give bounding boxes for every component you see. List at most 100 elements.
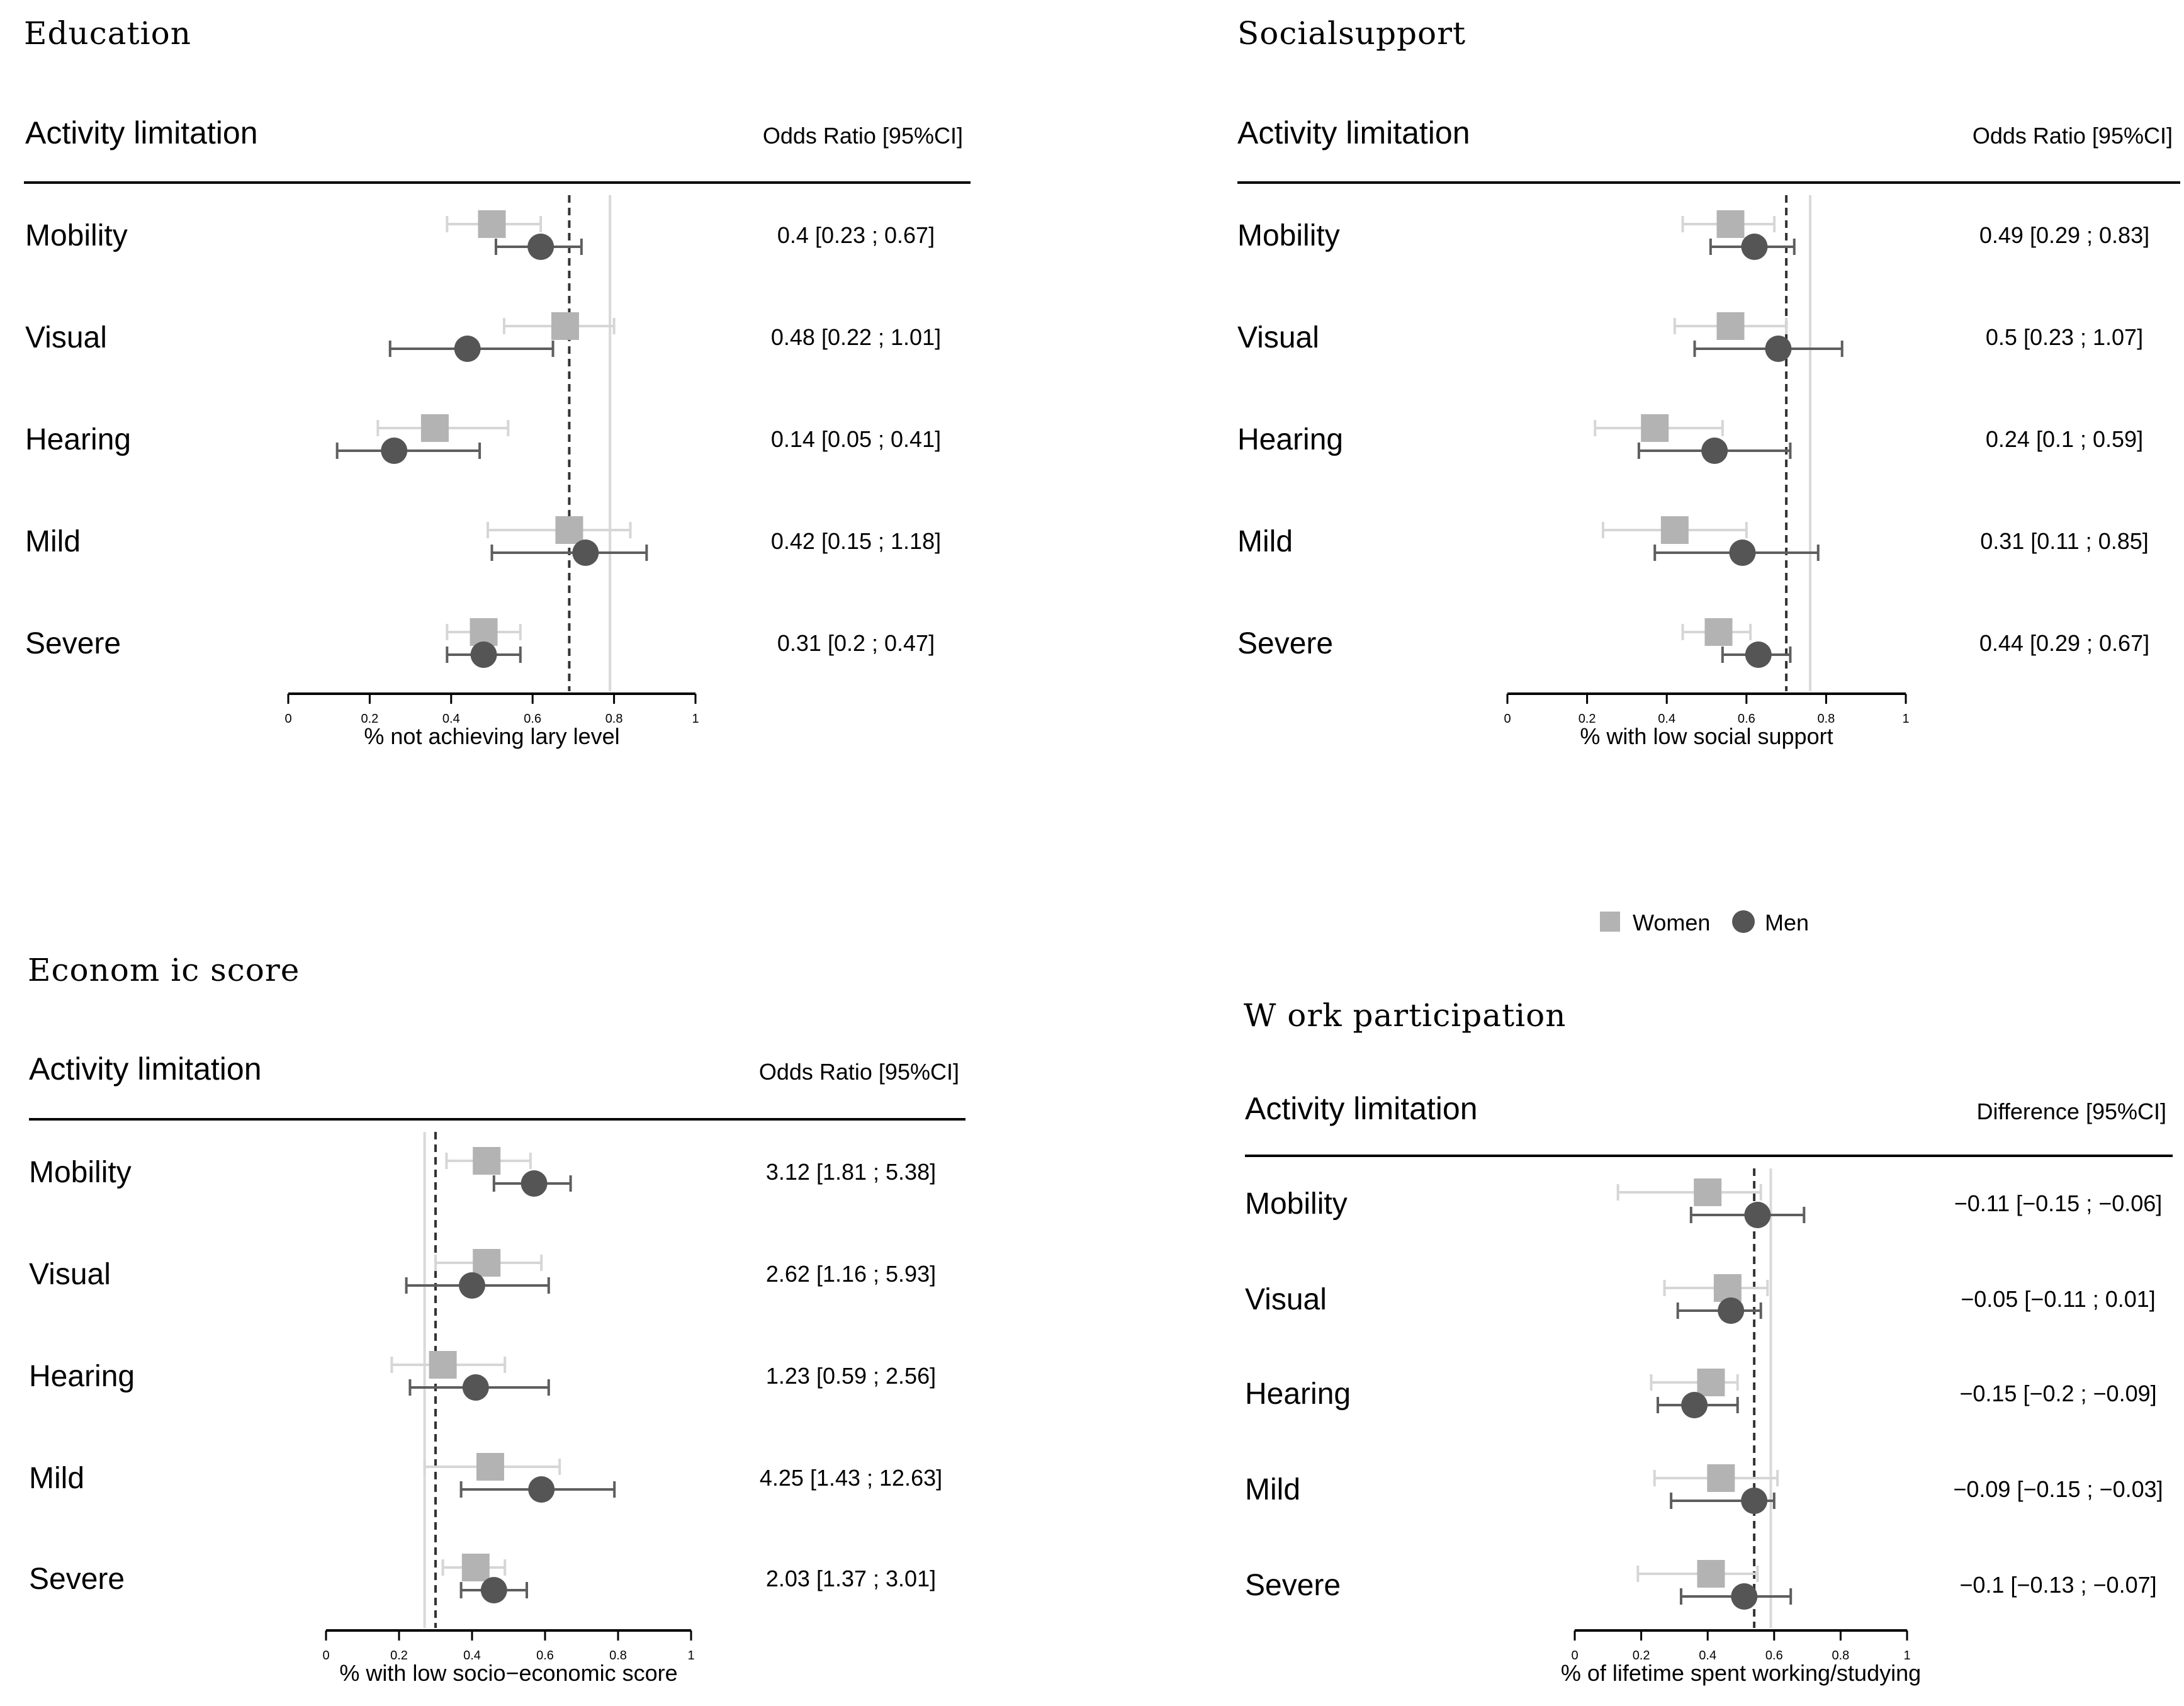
row-header: Activity limitation bbox=[1237, 115, 1470, 150]
row-stat: −0.05 [−0.11 ; 0.01] bbox=[1961, 1286, 2156, 1312]
x-tick-label: 1 bbox=[692, 712, 699, 726]
men-point bbox=[1765, 336, 1792, 362]
men-point bbox=[527, 234, 554, 260]
row-label: Severe bbox=[29, 1562, 125, 1596]
row-visual: Visual 2.62 [1.16 ; 5.93] bbox=[29, 1249, 936, 1299]
men-point bbox=[1741, 1488, 1768, 1514]
row-label: Hearing bbox=[25, 423, 131, 456]
row-stat: −0.15 [−0.2 ; −0.09] bbox=[1959, 1381, 2156, 1406]
row-visual: Visual 0.5 [0.23 ; 1.07] bbox=[1237, 312, 2143, 362]
stat-header: Odds Ratio [95%CI] bbox=[1973, 123, 2173, 149]
row-hearing: Hearing 0.14 [0.05 ; 0.41] bbox=[25, 414, 941, 464]
men-point bbox=[521, 1170, 548, 1197]
men-point bbox=[381, 438, 408, 464]
panel-1: Education Activity limitation Odds Ratio [… bbox=[24, 15, 971, 749]
x-tick-label: 0 bbox=[284, 712, 291, 726]
x-tick-label: 0.8 bbox=[1832, 1649, 1849, 1663]
legend-women-swatch bbox=[1600, 912, 1620, 932]
men-point bbox=[572, 539, 599, 566]
panel-title: W ork participation bbox=[1244, 997, 1566, 1034]
stat-header: Difference [95%CI] bbox=[1977, 1099, 2166, 1124]
row-mobility: Mobility 3.12 [1.81 ; 5.38] bbox=[29, 1147, 936, 1197]
women-point bbox=[1704, 618, 1733, 646]
panel-title: Education bbox=[24, 15, 191, 52]
row-label: Mobility bbox=[29, 1156, 132, 1189]
x-axis-label: % of lifetime spent working/studying bbox=[1561, 1660, 1921, 1686]
row-mild: Mild 0.42 [0.15 ; 1.18] bbox=[25, 516, 941, 566]
row-stat: 0.5 [0.23 ; 1.07] bbox=[1986, 324, 2143, 350]
row-stat: 2.03 [1.37 ; 3.01] bbox=[766, 1566, 936, 1591]
legend-men-label: Men bbox=[1765, 910, 1809, 935]
x-tick-label: 0 bbox=[1571, 1649, 1578, 1663]
women-point bbox=[1641, 414, 1669, 442]
row-stat: 2.62 [1.16 ; 5.93] bbox=[766, 1261, 936, 1287]
row-header: Activity limitation bbox=[1245, 1091, 1478, 1126]
row-label: Hearing bbox=[29, 1360, 135, 1393]
row-visual: Visual 0.48 [0.22 ; 1.01] bbox=[25, 312, 941, 362]
row-mild: Mild 0.31 [0.11 ; 0.85] bbox=[1237, 516, 2149, 566]
row-label: Visual bbox=[29, 1258, 111, 1291]
panel-3: Econom ic score Activity limitation Odds R… bbox=[28, 952, 965, 1686]
x-axis-label: % not achieving lary level bbox=[364, 723, 619, 749]
row-header: Activity limitation bbox=[25, 115, 258, 150]
row-stat: 3.12 [1.81 ; 5.38] bbox=[766, 1159, 936, 1185]
women-point bbox=[429, 1351, 457, 1379]
row-label: Hearing bbox=[1237, 423, 1343, 456]
x-tick-label: 0.4 bbox=[1699, 1649, 1716, 1663]
x-tick-label: 0.2 bbox=[1579, 712, 1596, 726]
x-tick-label: 0 bbox=[322, 1649, 329, 1663]
women-point bbox=[1660, 516, 1689, 544]
men-point bbox=[1741, 234, 1768, 260]
stat-header: Odds Ratio [95%CI] bbox=[763, 123, 963, 149]
row-label: Visual bbox=[1237, 321, 1319, 354]
men-point bbox=[454, 336, 481, 362]
women-point bbox=[476, 1453, 504, 1481]
row-label: Visual bbox=[1245, 1283, 1327, 1316]
men-point bbox=[1745, 641, 1772, 668]
row-stat: −0.11 [−0.15 ; −0.06] bbox=[1954, 1190, 2163, 1216]
men-point bbox=[1701, 438, 1728, 464]
women-point bbox=[420, 414, 449, 442]
row-mobility: Mobility 0.4 [0.23 ; 0.67] bbox=[25, 210, 935, 260]
row-label: Mild bbox=[1237, 525, 1293, 558]
row-hearing: Hearing −0.15 [−0.2 ; −0.09] bbox=[1245, 1369, 2157, 1418]
women-point bbox=[555, 516, 583, 544]
row-stat: 1.23 [0.59 ; 2.56] bbox=[766, 1363, 936, 1389]
panel-2: Socialsupport Activity limitation Odds Rat… bbox=[1237, 15, 2180, 749]
x-tick-label: 1 bbox=[1903, 1649, 1910, 1663]
x-tick-label: 0.8 bbox=[609, 1649, 627, 1663]
women-point bbox=[1707, 1464, 1735, 1492]
women-point bbox=[478, 210, 506, 238]
men-point bbox=[528, 1476, 555, 1503]
x-tick-label: 0.6 bbox=[1765, 1649, 1783, 1663]
row-stat: 0.31 [0.2 ; 0.47] bbox=[777, 630, 935, 656]
x-tick-label: 1 bbox=[1902, 712, 1909, 726]
women-point bbox=[473, 1147, 501, 1175]
women-point bbox=[461, 1554, 490, 1581]
row-severe: Severe 0.44 [0.29 ; 0.67] bbox=[1237, 618, 2149, 668]
x-tick-label: 0.4 bbox=[442, 712, 460, 726]
row-label: Mild bbox=[1245, 1473, 1300, 1506]
row-label: Mobility bbox=[1245, 1187, 1348, 1221]
women-point bbox=[1716, 312, 1745, 340]
x-tick-label: 0 bbox=[1504, 712, 1511, 726]
x-tick-label: 1 bbox=[687, 1649, 694, 1663]
x-tick-label: 0.6 bbox=[1738, 712, 1755, 726]
row-mild: Mild 4.25 [1.43 ; 12.63] bbox=[29, 1453, 942, 1503]
men-point bbox=[1729, 539, 1756, 566]
women-point bbox=[1694, 1178, 1722, 1206]
legend-men-swatch bbox=[1732, 910, 1755, 933]
women-point bbox=[1713, 1274, 1742, 1302]
row-label: Mobility bbox=[25, 219, 128, 252]
women-point bbox=[1716, 210, 1745, 238]
row-stat: 0.14 [0.05 ; 0.41] bbox=[771, 426, 941, 452]
men-point bbox=[1681, 1392, 1708, 1418]
row-visual: Visual −0.05 [−0.11 ; 0.01] bbox=[1245, 1274, 2156, 1324]
x-tick-label: 0.6 bbox=[524, 712, 541, 726]
x-tick-label: 0.6 bbox=[536, 1649, 554, 1663]
row-label: Visual bbox=[25, 321, 107, 354]
row-stat: 0.31 [0.11 ; 0.85] bbox=[1980, 528, 2149, 554]
row-mobility: Mobility −0.11 [−0.15 ; −0.06] bbox=[1245, 1178, 2162, 1228]
row-stat: −0.09 [−0.15 ; −0.03] bbox=[1953, 1476, 2163, 1502]
